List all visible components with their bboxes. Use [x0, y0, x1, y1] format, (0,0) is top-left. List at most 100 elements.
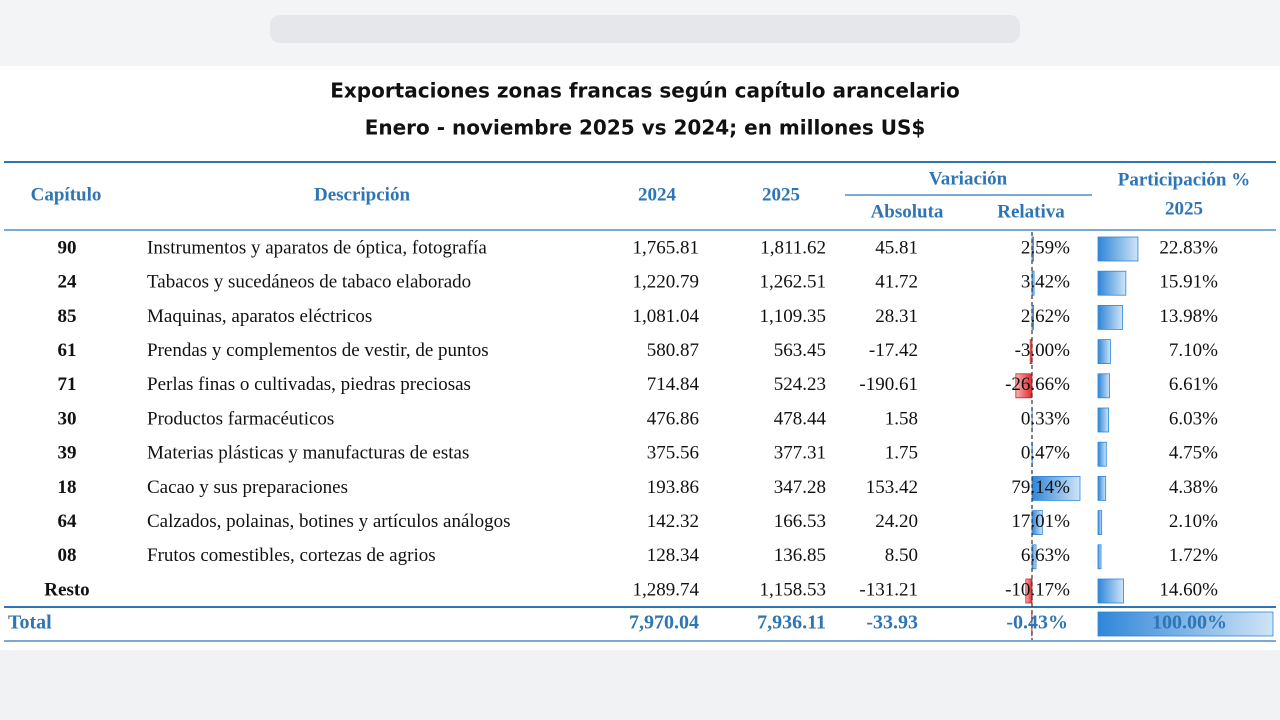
chapter: 71	[58, 374, 77, 395]
value-2024: 7,970.04	[629, 612, 699, 634]
share: 22.83%	[1159, 237, 1218, 258]
description: Instrumentos y aparatos de óptica, fotog…	[147, 237, 487, 258]
relative-change: 6.63%	[1021, 545, 1070, 566]
relative-change: 79.14%	[1011, 477, 1070, 498]
share: 4.38%	[1169, 477, 1218, 498]
share-bar	[1097, 441, 1107, 467]
share-bar	[1097, 578, 1124, 604]
value-2024: 580.87	[647, 340, 699, 361]
relative-change: 17.01%	[1011, 511, 1070, 532]
description: Maquinas, aparatos eléctricos	[147, 306, 372, 327]
header-cell: Capítulo	[31, 184, 102, 205]
value-2025: 478.44	[774, 408, 827, 429]
value-2025: 136.85	[774, 545, 826, 566]
share: 7.10%	[1169, 340, 1218, 361]
relative-bar	[1015, 373, 1033, 399]
row-label: Total	[8, 612, 52, 634]
value-2024: 128.34	[647, 545, 700, 566]
header-cell: 2025	[1165, 198, 1203, 219]
header-cell: Relativa	[997, 201, 1065, 222]
description: Prendas y complementos de vestir, de pun…	[147, 340, 489, 361]
share: 1.72%	[1169, 545, 1218, 566]
relative-change: -26.66%	[1005, 374, 1070, 395]
relative-change: 3.42%	[1021, 272, 1070, 293]
value-2024: 142.32	[647, 511, 699, 532]
share: 100.00%	[1152, 612, 1227, 634]
absolute-change: -190.61	[859, 374, 918, 395]
value-2025: 7,936.11	[757, 612, 826, 634]
absolute-change: 1.58	[885, 408, 918, 429]
value-2025: 1,811.62	[760, 237, 826, 258]
share-bar	[1097, 510, 1103, 536]
absolute-change: 153.42	[866, 477, 918, 498]
share: 14.60%	[1159, 579, 1218, 600]
relative-change: 2.62%	[1021, 306, 1070, 327]
value-2024: 1,220.79	[633, 272, 700, 293]
chapter: 24	[58, 272, 78, 293]
relative-change: -3.00%	[1015, 340, 1071, 361]
absolute-change: 28.31	[875, 306, 918, 327]
share: 2.10%	[1169, 511, 1218, 532]
relative-change: 0.47%	[1021, 443, 1070, 464]
share: 15.91%	[1159, 272, 1218, 293]
absolute-change: -131.21	[859, 579, 918, 600]
share-bar	[1097, 475, 1107, 501]
absolute-change: 1.75	[885, 443, 918, 464]
share-bar	[1097, 611, 1274, 637]
value-2025: 1,158.53	[760, 579, 827, 600]
absolute-change: 41.72	[875, 272, 918, 293]
subtitle: Enero - noviembre 2025 vs 2024; en millo…	[365, 116, 926, 140]
header-cell: Variación	[929, 168, 1008, 189]
value-2024: 375.56	[647, 443, 699, 464]
absolute-change: 45.81	[875, 237, 918, 258]
value-2025: 377.31	[774, 443, 826, 464]
chapter: 61	[58, 340, 77, 361]
data-bars	[1015, 236, 1274, 637]
description: Calzados, polainas, botines y artículos …	[147, 511, 511, 532]
share-bar	[1097, 544, 1102, 570]
value-2024: 476.86	[647, 408, 699, 429]
relative-change: -10.17%	[1005, 579, 1070, 600]
value-2024: 714.84	[647, 374, 700, 395]
title: Exportaciones zonas francas según capítu…	[330, 79, 960, 103]
chapter: 08	[58, 545, 77, 566]
chapter: 90	[58, 237, 77, 258]
share-bar	[1097, 270, 1127, 296]
share: 6.61%	[1169, 374, 1218, 395]
header-cell: Absoluta	[871, 201, 944, 222]
share: 13.98%	[1159, 306, 1218, 327]
share: 6.03%	[1169, 408, 1218, 429]
value-2025: 524.23	[774, 374, 826, 395]
value-2025: 166.53	[774, 511, 826, 532]
share-bar	[1097, 339, 1111, 365]
share-bar	[1097, 304, 1123, 330]
value-2025: 1,262.51	[760, 272, 827, 293]
description: Perlas finas o cultivadas, piedras preci…	[147, 374, 471, 395]
value-2024: 1,081.04	[633, 306, 700, 327]
absolute-change: 24.20	[875, 511, 918, 532]
absolute-change: -17.42	[869, 340, 918, 361]
table-body: 90 Instrumentos y aparatos de óptica, fot…	[8, 237, 1227, 633]
value-2024: 193.86	[647, 477, 699, 498]
relative-bar	[1031, 475, 1081, 501]
relative-change: 0.33%	[1021, 408, 1070, 429]
header-cell: Descripción	[314, 184, 410, 205]
value-2025: 1,109.35	[760, 306, 827, 327]
value-2025: 563.45	[774, 340, 826, 361]
description: Materias plásticas y manufacturas de est…	[147, 443, 469, 464]
relative-change: -0.43%	[1006, 612, 1068, 634]
description: Cacao y sus preparaciones	[147, 477, 348, 498]
share: 4.75%	[1169, 443, 1218, 464]
chapter: 18	[58, 477, 77, 498]
chapter: 64	[58, 511, 78, 532]
description: Tabacos y sucedáneos de tabaco elaborado	[147, 272, 471, 293]
absolute-change: -33.93	[866, 612, 918, 634]
value-2025: 347.28	[774, 477, 826, 498]
header-cell: 2024	[638, 184, 677, 205]
description: Frutos comestibles, cortezas de agrios	[147, 545, 436, 566]
chapter: Resto	[44, 579, 89, 600]
header-cell: Participación %	[1118, 169, 1250, 190]
value-2024: 1,765.81	[633, 237, 700, 258]
